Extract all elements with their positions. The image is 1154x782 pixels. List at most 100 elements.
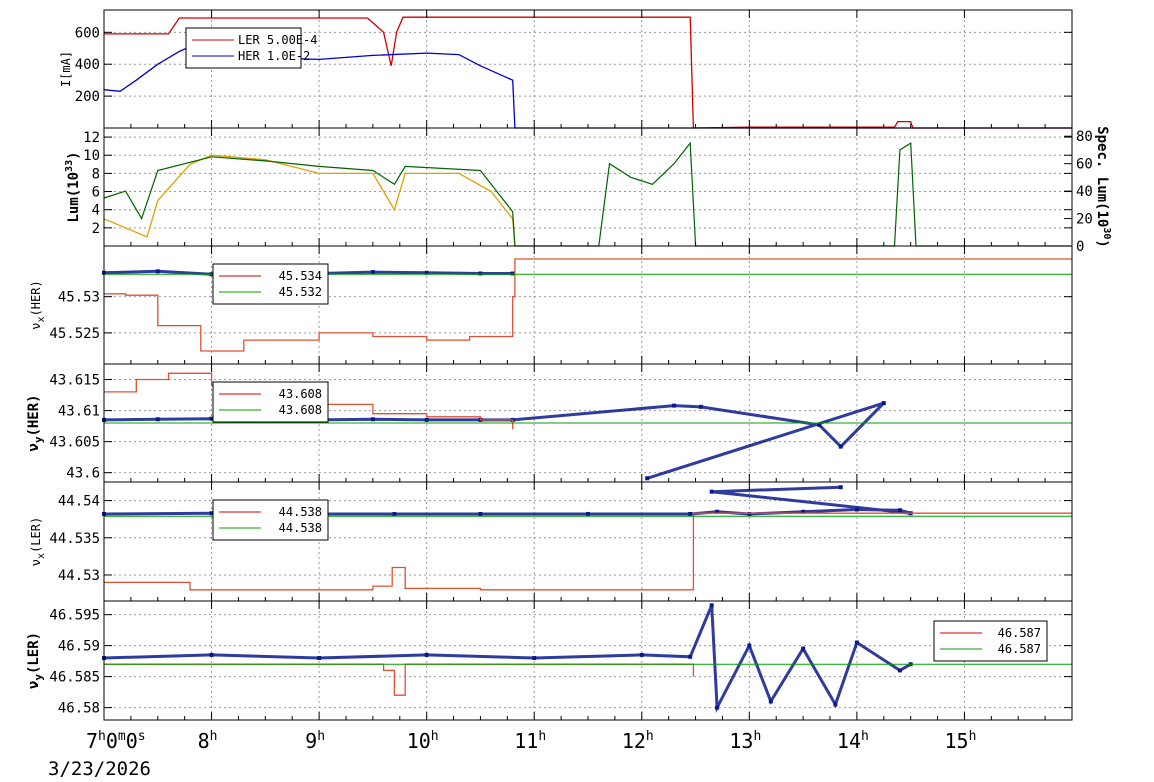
x-tick-label: 11h (514, 729, 546, 753)
data-point (709, 603, 714, 608)
series-measured-trace (103, 604, 912, 714)
y-tick-label: 43.6 (66, 466, 100, 482)
data-point (586, 511, 590, 516)
legend-box: LER 5.00E-4 HER 1.0E-2 (185, 27, 317, 69)
data-point (478, 511, 483, 516)
series-line-ler (104, 16, 1072, 129)
y-axis-label: νx(LER) (29, 517, 47, 566)
x-tick-label: 14h (837, 729, 869, 753)
data-point (209, 416, 214, 421)
y-tick-label: 4 (92, 203, 100, 219)
legend-box: 45.534 45.532 (212, 263, 329, 305)
y-tick-label: 46.585 (49, 670, 100, 686)
data-point (478, 271, 483, 276)
y-tick-label: 46.595 (49, 608, 100, 624)
legend-box: 43.608 43.608 (212, 381, 329, 423)
y2-tick-label: 20 (1076, 212, 1093, 228)
y-tick-label: 46.58 (58, 701, 100, 717)
y-tick-label: 200 (75, 89, 100, 105)
panel-frame (103, 600, 1073, 721)
legend-box: 46.587 46.587 (933, 620, 1048, 662)
data-point (155, 417, 160, 422)
y-tick-label: 10 (83, 148, 100, 164)
data-point (897, 668, 902, 673)
y-tick-label: 43.61 (58, 404, 100, 420)
legend-label: HER 1.0E-2 (238, 49, 310, 63)
data-point (688, 511, 693, 516)
x-tick-label: 9h (305, 729, 325, 753)
y-tick-label: 400 (75, 57, 100, 73)
data-point (833, 702, 838, 707)
legend-label: 43.608 (279, 403, 322, 417)
data-point (768, 699, 773, 704)
data-point (838, 485, 843, 490)
data-point (510, 271, 515, 276)
data-point (854, 640, 859, 645)
legend-frame (212, 499, 329, 541)
data-point (155, 269, 160, 274)
y-tick-label: 44.53 (58, 568, 100, 584)
data-point (424, 417, 429, 422)
legend-frame (212, 381, 329, 423)
y-tick-label: 600 (75, 25, 100, 41)
y-tick-label: 12 (83, 130, 100, 146)
x-tick-label: 8h (198, 729, 218, 753)
data-point (881, 401, 886, 406)
data-point (817, 422, 822, 427)
data-point (801, 509, 806, 514)
y-tick-label: 8 (92, 166, 100, 182)
y-axis-label: νy(LER) (26, 632, 45, 689)
y-tick-label: 44.535 (49, 531, 100, 547)
y2-axis-label: Spec. Lum(1030) (1094, 126, 1112, 248)
x-tick-label: 13h (729, 729, 761, 753)
legend-label: 46.587 (998, 642, 1041, 656)
data-point (854, 507, 859, 512)
y-axis-label: I[mA] (59, 51, 73, 87)
frame-layer (103, 9, 1073, 721)
legend-frame (212, 263, 329, 305)
legend-label: LER 5.00E-4 (238, 33, 317, 47)
data-point (424, 270, 429, 275)
grid-layer (104, 10, 1072, 720)
data-point (688, 654, 693, 659)
data-point (209, 652, 214, 657)
y2-tick-label: 0 (1076, 239, 1084, 255)
data-point (838, 444, 843, 449)
data-point (672, 403, 677, 408)
y-tick-label: 46.59 (58, 639, 100, 655)
series-line-set (104, 258, 1072, 352)
data-point (317, 656, 322, 661)
data-point (532, 656, 537, 661)
data-point (709, 489, 714, 494)
x-tick-label: 10h (407, 729, 439, 753)
y-tick-label: 45.53 (58, 290, 100, 306)
data-point (715, 705, 720, 710)
data-point (209, 511, 214, 516)
data-point (801, 646, 806, 651)
y-tick-label: 6 (92, 185, 100, 201)
legend-label: 43.608 (279, 387, 322, 401)
legend-label: 44.538 (279, 521, 322, 535)
data-point (747, 643, 752, 648)
y-tick-label: 45.525 (49, 326, 100, 342)
x-tick-label: 15h (944, 729, 976, 753)
x-start-label: 7h0m0s (86, 729, 146, 753)
data-point (424, 652, 429, 657)
y2-tick-label: 60 (1076, 157, 1093, 173)
y2-tick-label: 40 (1076, 184, 1093, 200)
data-point (645, 476, 650, 481)
date-label: 3/23/2026 (48, 758, 151, 780)
x-tick-label: 12h (622, 729, 654, 753)
data-point (747, 511, 752, 516)
legend-label: 46.587 (998, 626, 1041, 640)
legend-label: 45.534 (279, 269, 322, 283)
y-tick-label: 44.54 (58, 494, 100, 510)
legend-label: 45.532 (279, 285, 322, 299)
y-tick-label: 2 (92, 221, 100, 237)
legend-frame (185, 27, 302, 69)
legend-frame (933, 620, 1048, 662)
series-line-lum (103, 154, 516, 247)
